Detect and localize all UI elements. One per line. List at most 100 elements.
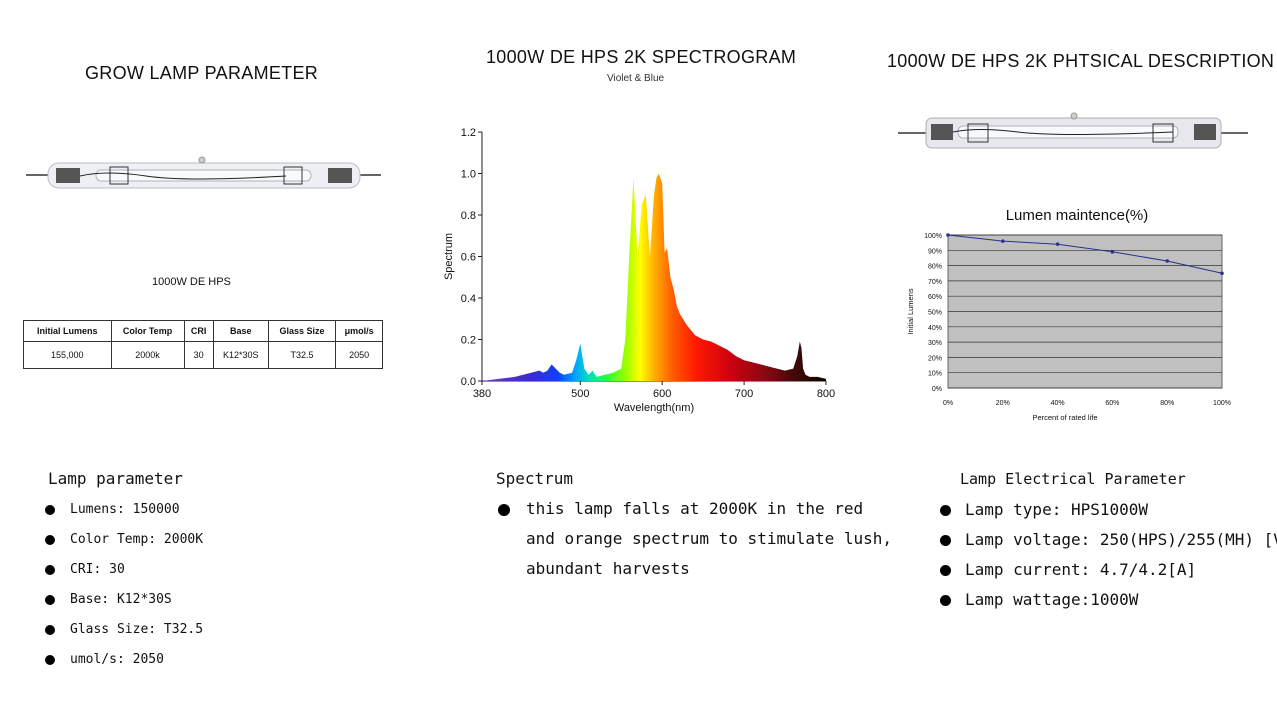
x-tick-label: 380 [473,388,491,400]
spectrum-heading: Spectrum [496,469,574,488]
bullet-icon [940,505,951,516]
table-cell: 155,000 [23,341,112,369]
list-item: Color Temp: 2000K [45,530,203,560]
y-axis-title: Initial Lumens [906,288,915,335]
x-tick-label: 800 [817,388,835,400]
y-tick-label: 1.2 [461,127,476,139]
table-cell: 2000k [110,341,185,369]
bullet-icon [45,655,55,665]
x-tick-label: 80% [1160,400,1174,407]
table-header-cell: Color Temp [110,320,185,342]
spectrum-line: and orange spectrum to stimulate lush, [526,529,893,548]
spectrogram-title: 1000W DE HPS 2K SPECTROGRAM [486,47,797,67]
y-tick-label: 0.4 [461,293,476,305]
table-header-cell: Glass Size [267,320,337,342]
data-point [946,233,950,237]
list-item-text: Glass Size: T32.5 [70,622,204,637]
bullet-icon [498,504,510,516]
bullet-icon [45,505,55,515]
list-item: Lumens: 150000 [45,500,203,530]
lamp-image-left [26,156,381,189]
electrical-parameter-list: Lamp type: HPS1000W Lamp voltage: 250(HP… [940,500,1277,620]
x-tick-label: 600 [653,388,671,400]
lamp-image-right [898,112,1248,149]
left-title: GROW LAMP PARAMETER [85,63,319,83]
bullet-icon [940,595,951,606]
x-tick-label: 700 [735,388,753,400]
y-tick-label: 20% [928,355,942,362]
x-tick-label: 40% [1051,400,1065,407]
list-item: Lamp current: 4.7/4.2[A] [940,560,1277,590]
table-header-cell: CRI [183,320,214,342]
y-tick-label: 40% [928,325,942,332]
list-item-text: CRI: 30 [70,562,125,577]
y-tick-label: 100% [924,233,942,240]
x-tick-label: 500 [571,388,589,400]
bullet-icon [45,625,55,635]
spectrum-area [482,173,826,381]
table-cell: 30 [183,341,214,369]
list-item-text: Color Temp: 2000K [70,532,204,547]
x-tick-label: 60% [1105,400,1119,407]
y-tick-label: 80% [928,264,942,271]
physical-description-title: 1000W DE HPS 2K PHTSICAL DESCRIPTION [887,51,1275,71]
series-line [947,234,1223,274]
list-item: Base: K12*30S [45,590,203,620]
x-tick-label: 0% [943,400,953,407]
spectrogram-subtitle: Violet & Blue [607,73,665,84]
spectrum-chart: 0.0 0.2 0.4 0.6 0.8 1.0 1.2 380 500 600 700 800 Wave… [443,127,835,414]
y-tick-label: 0% [932,386,942,393]
bullet-icon [940,565,951,576]
x-tick-label: 20% [996,400,1010,407]
list-item-text: Lamp voltage: 250(HPS)/255(MH) [V] [965,530,1277,549]
lamp-parameter-list: Lumens: 150000 Color Temp: 2000K CRI: 30… [45,500,203,680]
y-tick-label: 30% [928,340,942,347]
list-item: Lamp voltage: 250(HPS)/255(MH) [V] [940,530,1277,560]
y-tick-label: 90% [928,248,942,255]
list-item: Lamp wattage:1000W [940,590,1277,620]
data-point [1110,250,1115,254]
list-item-text: Lamp type: HPS1000W [965,500,1149,519]
table-cell: 2050 [335,341,383,369]
parameter-table: Initial Lumens Color Temp CRI Base Glass… [23,320,383,369]
table-row: 155,000 2000k 30 K12*30S T32.5 2050 [23,341,383,369]
y-axis-title: Spectrum [443,233,455,280]
lamp-caption: 1000W DE HPS [152,276,231,288]
bullet-icon [45,565,55,575]
table-header-cell: Base [212,320,269,342]
list-item: Lamp type: HPS1000W [940,500,1277,530]
y-tick-label: 0.8 [461,210,476,222]
spectrum-labels: 0.0 0.2 0.4 0.6 0.8 1.0 1.2 380 500 600 700 800 Wave… [443,127,835,414]
list-item-text: Lumens: 150000 [70,502,180,517]
table-cell: T32.5 [267,341,337,369]
y-tick-label: 1.0 [461,169,476,181]
y-tick-label: 0.0 [461,376,476,388]
table-header-row: Initial Lumens Color Temp CRI Base Glass… [23,320,383,342]
lumen-maintenance-chart: Lumen maintence(%) 0% 10% 20% 30% 40% 50% 60% 7… [906,207,1231,422]
x-axis-title: Percent of rated life [1032,413,1097,422]
list-item-text: Lamp current: 4.7/4.2[A] [965,560,1197,579]
list-item-text: Lamp wattage:1000W [965,590,1139,609]
table-header-cell: μmol/s [335,320,383,342]
spectrum-line: this lamp falls at 2000K in the red [526,499,864,518]
list-item: umol/s: 2050 [45,650,203,680]
y-tick-label: 10% [928,371,942,378]
data-point [1001,239,1005,243]
lumen-chart-title: Lumen maintence(%) [1006,207,1149,224]
y-tick-label: 60% [928,294,942,301]
lumen-axes: 0% 10% 20% 30% 40% 50% 60% 70% 80% 90% 100% 0% 20% 40… [906,233,1231,422]
table-cell: K12*30S [212,341,269,369]
table-header-cell: Initial Lumens [23,320,112,342]
y-tick-label: 50% [928,310,942,317]
x-tick-label: 100% [1213,400,1231,407]
y-tick-label: 70% [928,279,942,286]
bullet-icon [45,535,55,545]
data-point [1055,242,1060,246]
bullet-icon [45,595,55,605]
y-tick-label: 0.2 [461,335,476,347]
spectrum-description: this lamp falls at 2000K in the red and … [498,494,892,584]
list-item-text: umol/s: 2050 [70,652,164,667]
x-axis-title: Wavelength(nm) [614,402,694,414]
data-point [1165,259,1169,263]
spectrum-line: abundant harvests [526,559,690,578]
